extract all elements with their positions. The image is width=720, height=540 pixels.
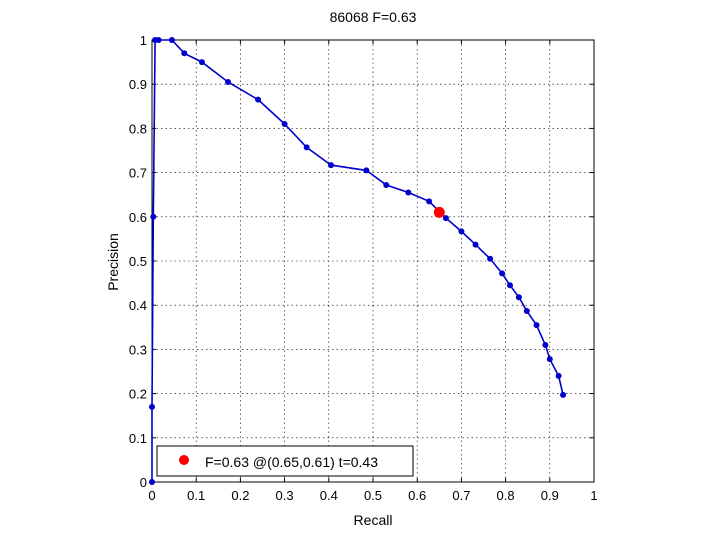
data-point (155, 37, 162, 43)
data-point (181, 50, 188, 57)
data-point (487, 255, 494, 262)
data-point (225, 78, 232, 85)
x-axis-label: Recall (354, 512, 393, 528)
y-tick-label: 0.6 (129, 210, 147, 225)
data-point (555, 372, 562, 379)
x-tick-label: 0.2 (231, 488, 249, 503)
legend: F=0.63 @(0.65,0.61) t=0.43 (156, 445, 414, 477)
x-tick-label: 0.1 (187, 488, 205, 503)
x-tick-label: 0.5 (364, 488, 382, 503)
chart-title: 86068 F=0.63 (330, 9, 417, 25)
y-tick-label: 0.1 (129, 431, 147, 446)
best-f-point (433, 206, 445, 218)
y-tick-label: 1 (140, 33, 147, 48)
x-tick-label: 0.3 (276, 488, 294, 503)
y-tick-label: 0.7 (129, 166, 147, 181)
data-point (499, 270, 506, 277)
x-tick-label: 1 (590, 488, 597, 503)
x-tick-label: 0.9 (541, 488, 559, 503)
data-point (363, 167, 370, 174)
data-point (546, 356, 553, 363)
data-point (458, 228, 465, 235)
data-point (303, 144, 310, 151)
data-point (198, 59, 205, 66)
x-tick-label: 0.8 (497, 488, 515, 503)
data-point (515, 294, 522, 301)
data-point (426, 198, 433, 205)
data-point (168, 37, 175, 43)
axis-ticks: 0 0.1 0.2 0.3 0.4 0.5 0.6 0.7 0.8 0.9 1 0 0.1 0.2 0.3 0… (129, 33, 598, 503)
data-point (328, 162, 335, 169)
y-tick-label: 0.4 (129, 298, 147, 313)
data-point (507, 282, 514, 289)
legend-box (156, 445, 414, 477)
series-layer (149, 37, 567, 485)
grid-lines (152, 40, 594, 482)
data-point (255, 96, 262, 103)
y-tick-label: 0.3 (129, 342, 147, 357)
y-tick-label: 0 (140, 475, 147, 490)
x-tick-label: 0 (148, 488, 155, 503)
y-tick-label: 0.9 (129, 77, 147, 92)
data-point (149, 403, 155, 410)
y-tick-label: 0.8 (129, 121, 147, 136)
x-tick-label: 0.7 (452, 488, 470, 503)
legend-marker (179, 455, 189, 465)
y-axis-label: Precision (105, 233, 121, 291)
x-tick-label: 0.6 (408, 488, 426, 503)
data-point (533, 322, 540, 329)
legend-label: F=0.63 @(0.65,0.61) t=0.43 (205, 454, 378, 470)
data-point (281, 120, 288, 127)
data-point (405, 189, 412, 196)
data-point (442, 215, 449, 222)
data-point (560, 391, 567, 398)
data-point (383, 181, 390, 188)
data-point (542, 341, 549, 348)
pr-curve-line (151, 39, 564, 482)
data-point (149, 479, 155, 485)
data-point (472, 241, 479, 248)
y-tick-label: 0.2 (129, 387, 147, 402)
data-point (523, 307, 530, 314)
data-point (150, 213, 157, 220)
x-tick-label: 0.4 (320, 488, 338, 503)
y-tick-label: 0.5 (129, 254, 147, 269)
